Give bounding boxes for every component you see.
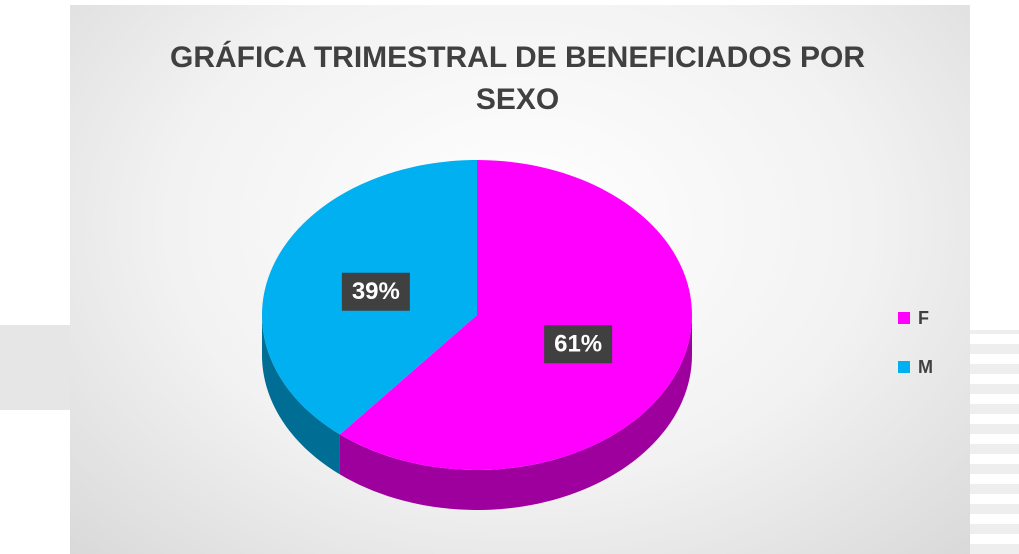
legend-swatch: [898, 312, 910, 324]
pie-slice: [339, 160, 692, 470]
slice-side: [262, 315, 340, 475]
slice-side: [339, 315, 692, 510]
data-label: 39%: [352, 278, 400, 305]
right-ornament: [970, 330, 1019, 554]
legend-swatch: [898, 361, 910, 373]
chart-title: GRÁFICA TRIMESTRAL DE BENEFICIADOS POR S…: [169, 41, 866, 116]
data-label-box: [341, 272, 410, 311]
data-label: 61%: [554, 331, 602, 358]
left-band: [0, 325, 70, 410]
legend-label: F: [918, 308, 929, 328]
data-label-box: [544, 325, 613, 364]
legend-label: M: [918, 357, 933, 377]
